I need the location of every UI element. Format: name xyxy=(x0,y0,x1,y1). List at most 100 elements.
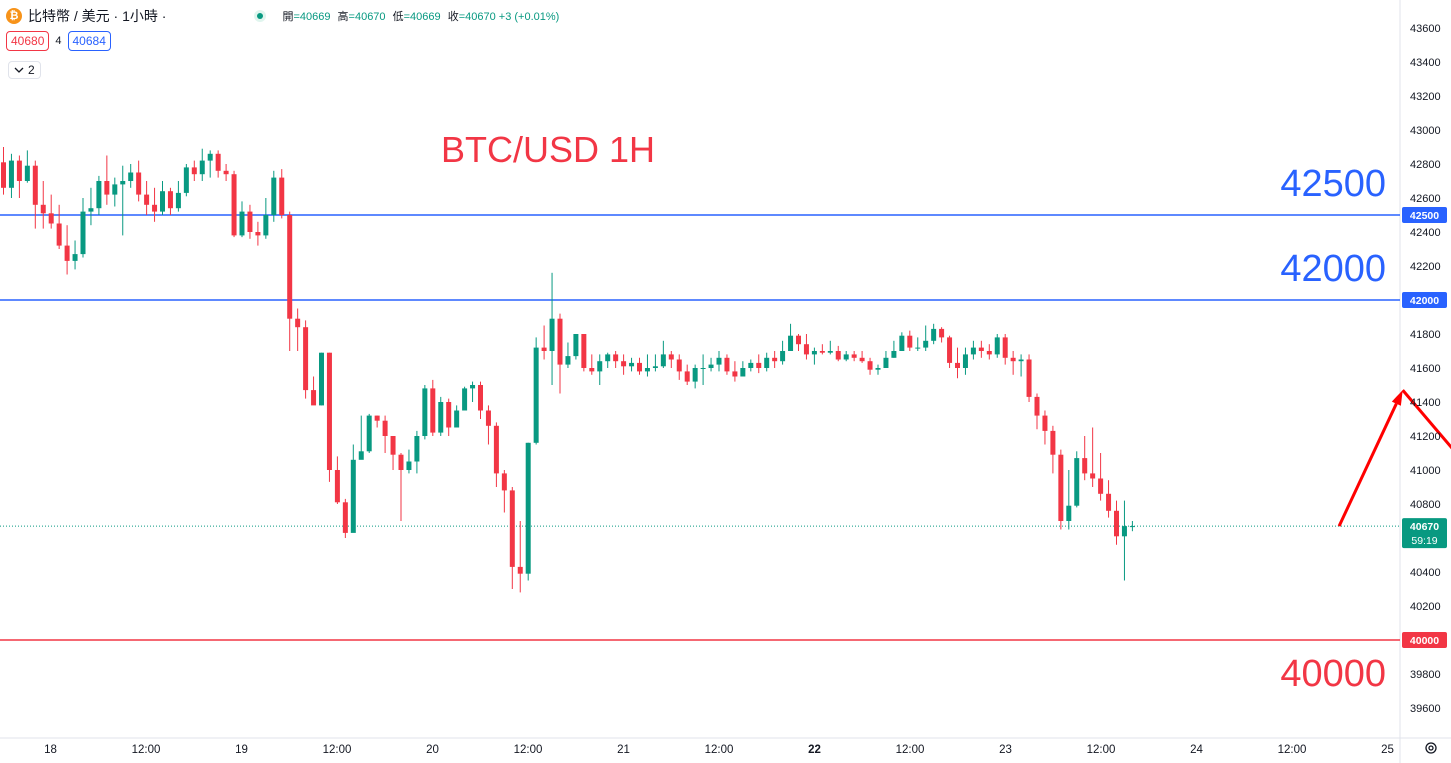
bitcoin-icon[interactable]: ₿ xyxy=(6,8,22,24)
level-badge-42500: 42500 xyxy=(1410,210,1439,222)
indicators-toggle-button[interactable]: 2 xyxy=(8,61,41,79)
price-tick-label: 41200 xyxy=(1410,431,1441,443)
candle-body xyxy=(724,357,730,372)
candle-body xyxy=(692,368,698,382)
candle-body xyxy=(199,160,205,175)
candle-body xyxy=(263,215,269,236)
candle-body xyxy=(883,357,889,368)
projection-arrow-1[interactable] xyxy=(1337,403,1398,527)
candle-body xyxy=(287,215,293,319)
candle-body xyxy=(803,344,809,355)
candle-body xyxy=(350,459,356,533)
candle-body xyxy=(923,340,929,348)
candle-body xyxy=(589,368,595,372)
candle-body xyxy=(462,388,468,411)
time-tick-label: 22 xyxy=(808,744,821,756)
candle-body xyxy=(613,354,619,362)
price-tick-label: 39800 xyxy=(1410,669,1441,681)
candle-body xyxy=(652,366,658,368)
candle-body xyxy=(390,436,396,455)
close-label: 收 xyxy=(447,11,459,23)
candle-body xyxy=(279,177,285,215)
candle-body xyxy=(366,415,372,452)
projection-arrow-2[interactable] xyxy=(1401,389,1451,472)
candle-body xyxy=(358,451,364,460)
time-tick-label: 12:00 xyxy=(514,744,543,756)
buy-button[interactable]: 40684 xyxy=(67,31,111,51)
candle-body xyxy=(1002,337,1008,358)
candle-body xyxy=(430,388,436,433)
candle-body xyxy=(16,160,22,181)
candle-body xyxy=(867,361,873,370)
time-tick-label: 20 xyxy=(426,744,439,756)
price-tick-label: 40400 xyxy=(1410,567,1441,579)
candle-body xyxy=(207,153,213,161)
low-label: 低 xyxy=(392,11,404,23)
candle-body xyxy=(915,347,921,349)
time-tick-label: 23 xyxy=(999,744,1012,756)
candle-body xyxy=(565,356,571,365)
ohlc-values: 開=40669 高=40670 低=40669 收=40670 +3 (+0.0… xyxy=(282,8,559,24)
last-price-badge: 40670 xyxy=(1410,521,1439,533)
bar-countdown: 59:19 xyxy=(1411,535,1437,547)
candle-body xyxy=(446,402,452,428)
candle-body xyxy=(819,351,825,353)
candle-body xyxy=(478,385,483,411)
candle-body xyxy=(326,352,332,470)
candle-body xyxy=(541,347,547,351)
candle-body xyxy=(772,357,778,362)
open-label: 開 xyxy=(282,11,294,23)
high-label: 高 xyxy=(337,11,349,23)
candle-body xyxy=(605,354,611,362)
gear-icon[interactable] xyxy=(1423,740,1439,756)
chevron-down-icon xyxy=(14,67,24,73)
price-tick-label: 41800 xyxy=(1410,329,1441,341)
level-badge-42000: 42000 xyxy=(1410,295,1439,307)
symbol-title[interactable]: 比特幣 / 美元 · 1小時 · xyxy=(28,8,167,24)
candle-body xyxy=(72,254,78,261)
candle-body xyxy=(684,371,690,382)
candle-body xyxy=(485,410,491,426)
candle-body xyxy=(891,351,897,358)
level-annotation-42000: 42000 xyxy=(1280,248,1386,290)
candle-body xyxy=(1042,415,1048,431)
time-tick-label: 18 xyxy=(44,744,57,756)
candle-body xyxy=(32,165,38,205)
candle-body xyxy=(875,368,881,370)
candle-body xyxy=(978,347,984,351)
level-annotation-42500: 42500 xyxy=(1280,163,1386,205)
candle-body xyxy=(183,167,189,193)
candle-body xyxy=(796,335,801,345)
candle-body xyxy=(1082,458,1088,474)
candle-body xyxy=(422,388,428,436)
candle-body xyxy=(48,213,54,224)
candle-body xyxy=(1090,473,1096,479)
chart-annotation-title: BTC/USD 1H xyxy=(441,129,655,170)
candle-body xyxy=(1114,510,1119,537)
indicators-count: 2 xyxy=(28,63,35,77)
time-tick-label: 12:00 xyxy=(1087,744,1116,756)
candle-body xyxy=(239,211,245,236)
candle-body xyxy=(947,337,953,363)
chart-header: ₿ 比特幣 / 美元 · 1小時 · 開=40669 高=40670 低=406… xyxy=(6,6,559,26)
price-tick-label: 43200 xyxy=(1410,91,1441,103)
price-tick-label: 40200 xyxy=(1410,601,1441,613)
level-annotation-40000: 40000 xyxy=(1280,653,1386,695)
candle-body xyxy=(454,410,460,428)
candle-body xyxy=(501,473,507,491)
candle-body xyxy=(1026,359,1032,397)
candle-body xyxy=(597,361,603,372)
candle-body xyxy=(1098,478,1104,494)
candle-body xyxy=(740,368,746,377)
candle-body xyxy=(788,335,794,351)
candle-body xyxy=(573,334,579,357)
candle-body xyxy=(152,204,158,212)
candle-body xyxy=(311,390,317,406)
candle-body xyxy=(64,245,70,261)
sell-button[interactable]: 40680 xyxy=(6,31,50,51)
candle-body xyxy=(191,167,197,175)
candle-body xyxy=(549,318,555,351)
candle-body xyxy=(144,194,150,205)
candle-body xyxy=(104,181,110,195)
